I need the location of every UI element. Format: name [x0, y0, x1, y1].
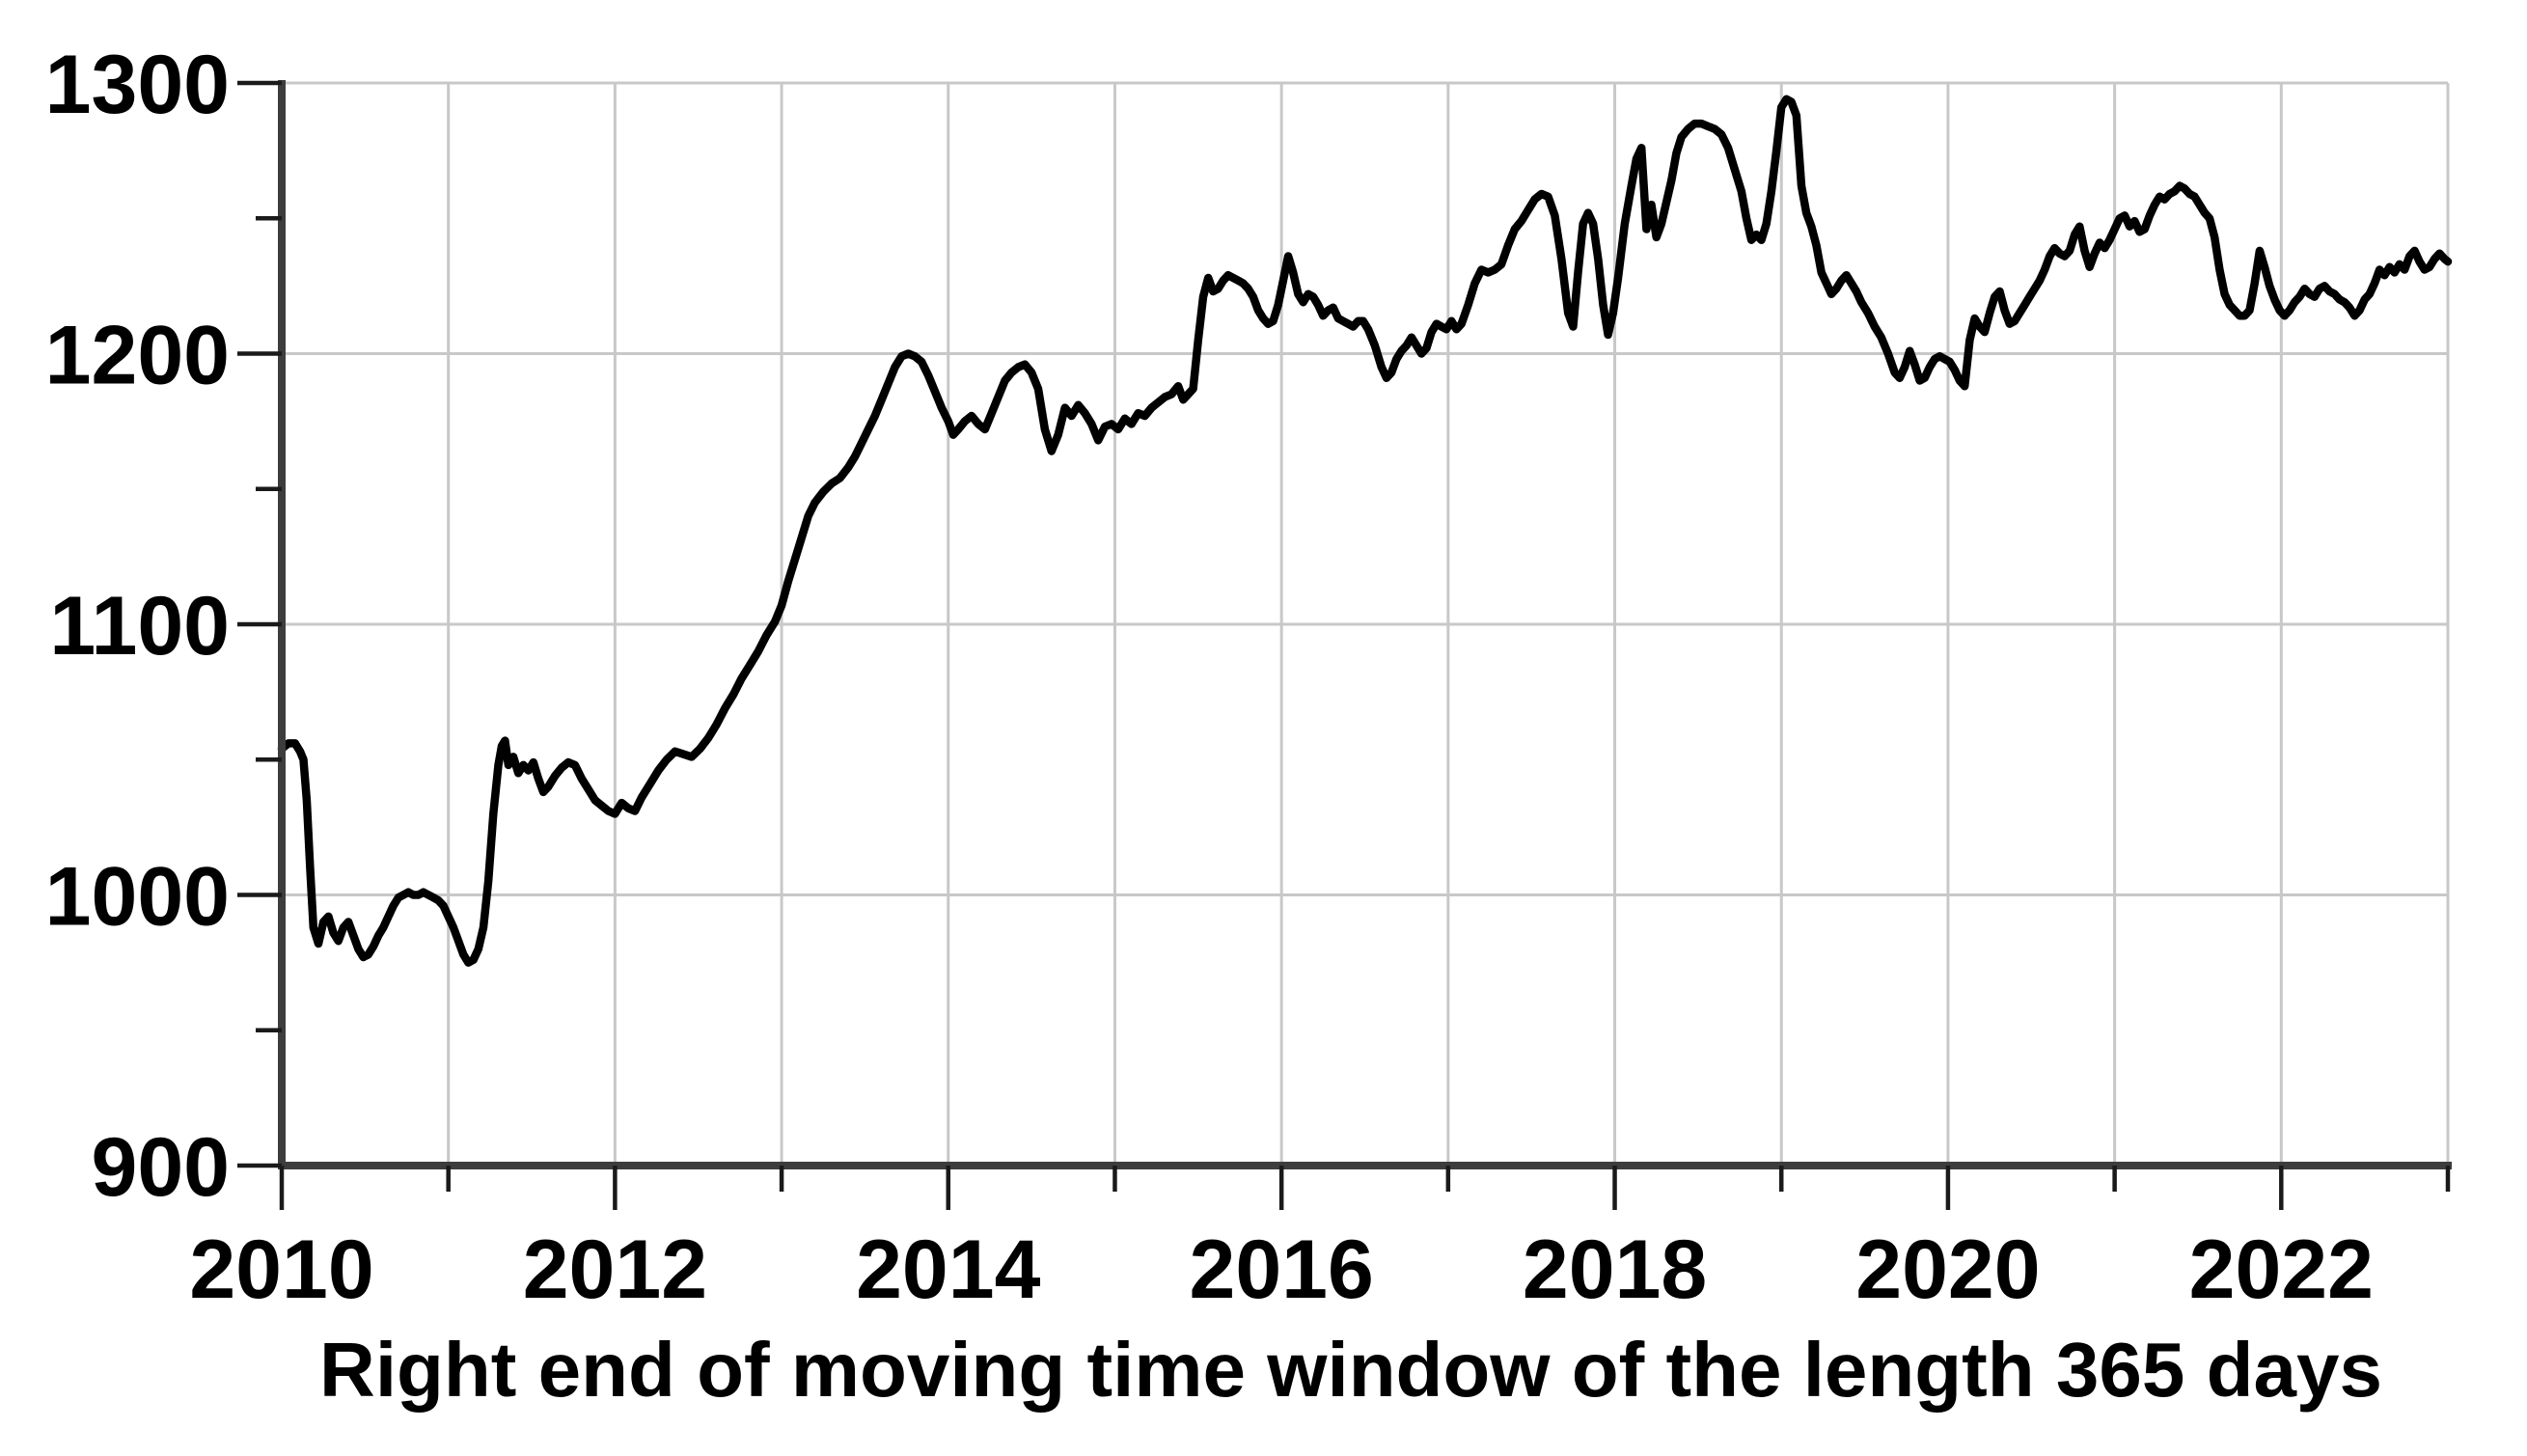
x-tick-label: 2016: [1189, 1223, 1373, 1316]
y-tick-label: 1000: [45, 851, 230, 944]
y-tick-label: 900: [92, 1121, 231, 1214]
x-axis-title: Right end of moving time window of the l…: [319, 1327, 2382, 1413]
axis-ticks: [237, 80, 2451, 1210]
y-tick-labels: 900 1000 1100 1200 1300: [45, 39, 230, 1214]
x-tick-labels: 2010 2012 2014 2016 2018 2020 2022: [189, 1223, 2374, 1316]
x-tick-label: 2018: [1523, 1223, 1707, 1316]
x-tick-label: 2010: [189, 1223, 373, 1316]
data-series: [277, 95, 2453, 967]
gridlines: [282, 81, 2450, 1166]
y-tick-label: 1300: [45, 39, 230, 131]
x-tick-label: 2012: [523, 1223, 707, 1316]
series-line: [277, 95, 2453, 967]
y-tick-label: 1100: [49, 580, 230, 673]
x-tick-label: 2022: [2189, 1223, 2374, 1316]
x-tick-label: 2020: [1855, 1223, 2040, 1316]
x-tick-label: 2014: [856, 1223, 1040, 1316]
y-tick-label: 1200: [45, 310, 230, 402]
